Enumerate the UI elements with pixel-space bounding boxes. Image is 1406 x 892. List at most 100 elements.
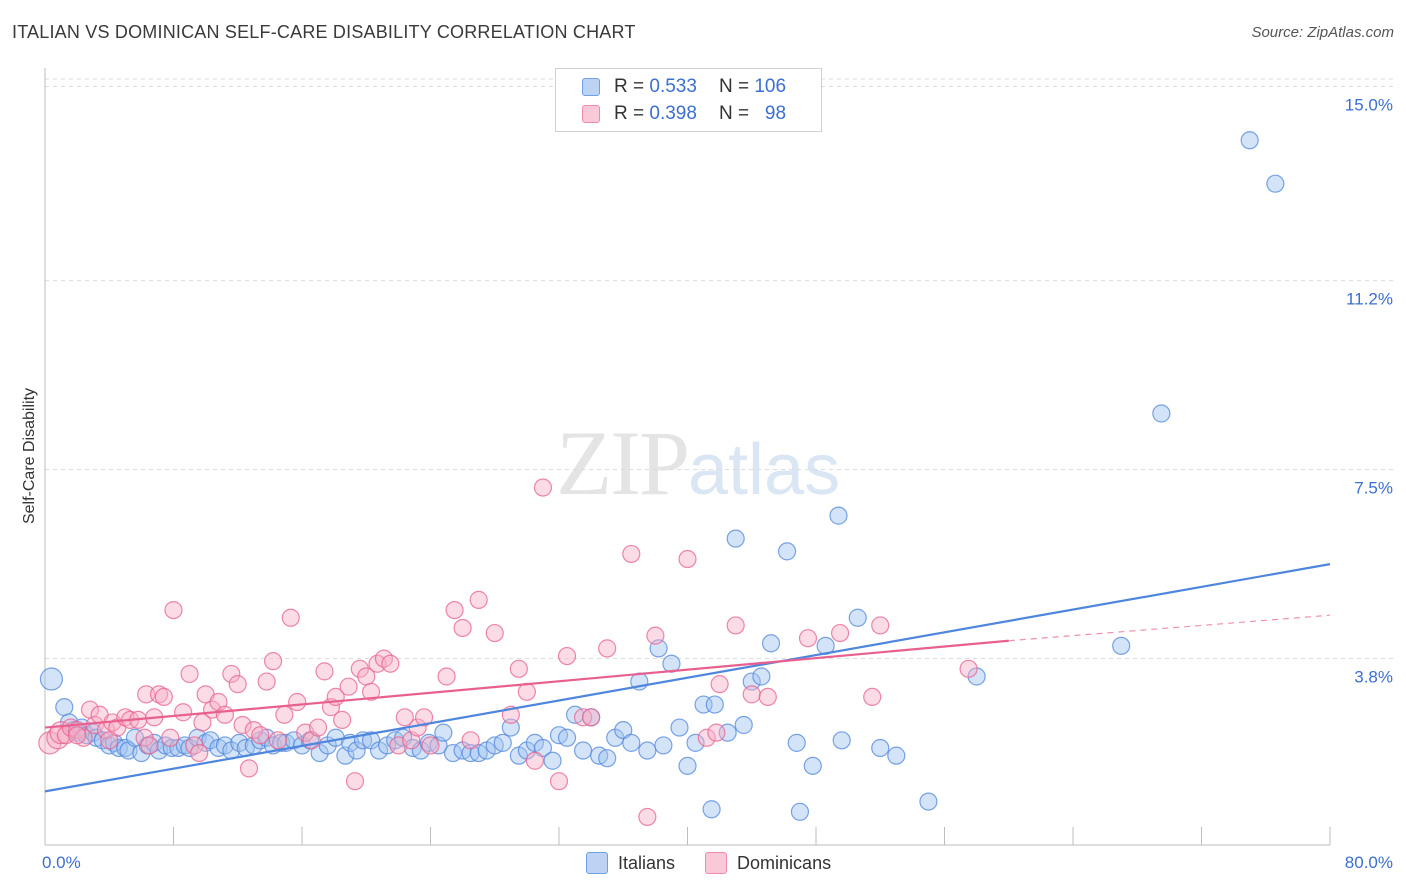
dominican-point <box>281 608 300 627</box>
stats-legend: R = 0.533 N = 106 R = 0.398 N = 98 <box>555 68 822 132</box>
dominican-point <box>461 731 480 750</box>
dominican-point <box>758 687 777 707</box>
italian-point <box>871 738 890 758</box>
dominican-point <box>140 736 159 755</box>
dominican-point <box>190 743 209 763</box>
dominican-point <box>710 675 729 694</box>
dominican-point <box>154 687 173 707</box>
series-legend: Italians Dominicans <box>586 852 861 874</box>
legend-r-value: 0.533 <box>649 76 697 97</box>
legend-label-italians: Italians <box>618 852 676 873</box>
italian-point <box>1152 404 1171 423</box>
dominican-point <box>180 664 199 684</box>
dominican-point <box>381 654 400 673</box>
italian-point <box>734 715 753 735</box>
dominican-point <box>485 623 504 643</box>
legend-r-value: 0.398 <box>649 103 697 124</box>
legend-n-label: N = <box>718 76 750 97</box>
italian-point <box>654 736 673 755</box>
trend-lines <box>44 563 1331 793</box>
dominican-point <box>638 807 657 827</box>
italian-point <box>598 749 617 768</box>
dominican-point <box>469 590 488 609</box>
italian-point <box>919 792 938 811</box>
dominican-point <box>239 759 259 778</box>
italian-point <box>702 800 721 819</box>
dominican-point <box>421 736 440 755</box>
tick-labels: 3.8% 7.5% 11.2% 15.0% 0.0% 80.0% <box>42 96 1393 872</box>
legend-label-dominicans: Dominicans <box>737 852 832 873</box>
dominican-point <box>414 708 434 727</box>
dominican-point <box>333 710 352 729</box>
italian-point <box>638 741 657 760</box>
dominican-point <box>437 667 456 686</box>
dominican-point <box>222 664 241 684</box>
dominican-point <box>345 772 365 791</box>
dominican-point <box>453 618 472 638</box>
dominican-point <box>678 549 697 569</box>
dominican-point <box>308 718 328 737</box>
legend-n-label: N = <box>718 103 750 124</box>
italian-point <box>1240 131 1259 150</box>
dominican-point <box>549 772 569 791</box>
italian-point <box>1266 174 1285 193</box>
dominican-point <box>871 616 890 635</box>
dominican-point <box>959 659 978 678</box>
dominican-point <box>697 728 716 747</box>
data-points <box>38 131 1285 827</box>
italian-point <box>557 728 577 747</box>
legend-item-dominicans: Dominicans <box>705 852 831 874</box>
dominican-point <box>288 692 307 712</box>
dominican-point <box>445 600 464 620</box>
dominican-trend-line <box>44 639 1009 729</box>
dominican-point <box>830 623 850 643</box>
italian-point <box>761 634 781 653</box>
dominican-point <box>533 478 553 497</box>
y-tick-label: 11.2% <box>1346 290 1393 309</box>
italian-point <box>39 667 64 691</box>
legend-r-label: R = <box>614 103 645 124</box>
grid-lines <box>45 78 1395 659</box>
dominican-trend-extension <box>1008 614 1331 642</box>
y-tick-label: 7.5% <box>1354 479 1393 498</box>
italian-point <box>787 733 806 752</box>
italian-point <box>829 506 848 525</box>
italian-point <box>1112 636 1131 655</box>
dominican-point <box>646 626 665 645</box>
dominican-point <box>557 646 577 666</box>
italian-point <box>55 698 74 717</box>
italian-point <box>790 802 810 821</box>
italian-point <box>622 733 641 752</box>
italian-point <box>678 756 697 775</box>
source-label: Source: ZipAtlas.com <box>1251 24 1394 41</box>
dominican-point <box>339 677 358 696</box>
italian-point <box>573 741 593 760</box>
chart-title: ITALIAN VS DOMINICAN SELF-CARE DISABILIT… <box>12 22 636 42</box>
italian-point <box>347 741 366 760</box>
dominican-point <box>233 715 252 735</box>
italian-point <box>686 733 705 752</box>
italian-point <box>501 718 520 737</box>
dominican-point <box>149 685 169 704</box>
y-axis-title: Self-Care Disability <box>21 388 38 524</box>
legend-n-value: 106 <box>754 76 787 97</box>
italian-point <box>543 751 562 770</box>
italian-point <box>493 733 512 752</box>
legend-r-label: R = <box>614 76 645 97</box>
italian-point <box>777 542 797 561</box>
dominican-point <box>598 639 617 658</box>
italian-point <box>803 756 822 775</box>
dominican-point <box>275 705 294 724</box>
legend-item-italians: Italians <box>586 852 675 874</box>
legend-n-value: 98 <box>764 103 787 124</box>
y-tick-label: 15.0% <box>1345 96 1393 115</box>
dominican-point <box>268 731 288 750</box>
legend-swatch-dominicans <box>582 105 600 123</box>
dominican-point <box>395 708 414 727</box>
italian-point <box>726 529 745 548</box>
dominican-point <box>228 675 247 694</box>
dominican-point <box>361 682 381 701</box>
dominican-point <box>525 751 545 770</box>
x-tick-label: 80.0% <box>1345 853 1393 872</box>
